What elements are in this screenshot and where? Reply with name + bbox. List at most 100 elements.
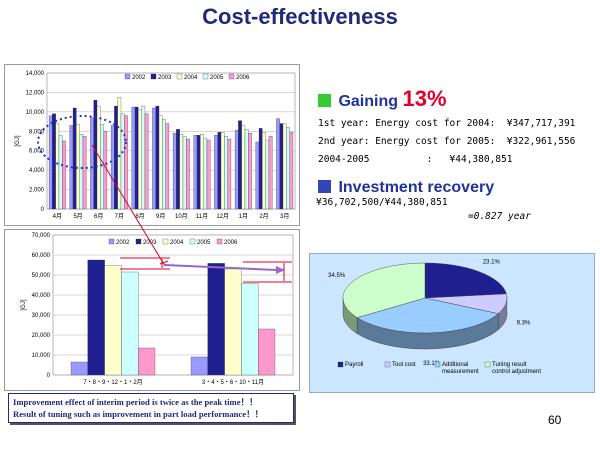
bar-2006 [82, 135, 87, 210]
legend-label: 2006 [236, 75, 250, 81]
bar-2004 [200, 134, 204, 210]
y-axis-label: [GJ] [21, 299, 27, 310]
x-tick-label: 10月 [175, 213, 188, 220]
bar-2005 [162, 119, 166, 210]
y-tick-label: 20,000 [32, 333, 51, 339]
pie-value-label: 34.5% [328, 273, 346, 279]
bar-2003 [207, 263, 225, 376]
x-tick-label: 4月 [53, 213, 62, 220]
bar-2005 [286, 127, 290, 210]
bar-2003 [279, 123, 284, 210]
x-tick-label: 7・8・9・12・1・2月 [83, 379, 142, 386]
bar-2006 [289, 132, 294, 210]
y-tick-label: 0 [47, 373, 51, 379]
x-tick-label: 7月 [115, 213, 124, 220]
investment-heading: Investment recovery [318, 179, 494, 197]
legend-swatch [202, 73, 209, 80]
gaining-value: 13% [402, 86, 447, 111]
bar-2006 [268, 135, 273, 210]
page-number: 60 [548, 413, 562, 427]
x-tick-label: 11月 [196, 213, 208, 220]
monthly-energy-chart-svg: 0 2,000 4,000 6,000 8,000 10,000 12,000 14,000 [… [15, 71, 296, 220]
y-tick-label: 4,000 [29, 168, 45, 174]
bar-2004 [282, 123, 287, 210]
x-tick-label: 9月 [156, 213, 165, 220]
y-tick-label: 10,000 [26, 110, 45, 116]
legend-swatch [150, 73, 157, 80]
y-tick-label: 2,000 [29, 188, 45, 194]
bar-2005 [141, 105, 146, 210]
bar-2003 [258, 128, 263, 210]
bar-2006 [186, 138, 190, 210]
pie-legend-swatch [484, 361, 491, 368]
pie-legend-label: Tool cost [392, 362, 416, 368]
bar-2005 [182, 135, 187, 210]
legend-swatch [162, 238, 169, 245]
y-tick-label: 60,000 [32, 253, 51, 259]
bar-2003 [196, 135, 201, 210]
bar-2004 [179, 134, 184, 210]
legend-label: 2004 [184, 75, 198, 81]
pie-slice-3 [342, 262, 426, 318]
bar-2002 [70, 361, 88, 376]
x-tick-label: 6月 [94, 213, 103, 220]
investment-formula: ¥36,702,500/¥44,380,851 [316, 197, 448, 208]
y-tick-label: 40,000 [32, 293, 51, 299]
x-tick-label: 5月 [73, 213, 82, 220]
pie-legend-swatch [434, 361, 441, 368]
bar-2002 [48, 115, 53, 210]
legend-label: 2002 [132, 75, 146, 81]
bar-2002 [69, 125, 74, 210]
investment-result: =0.827 year [468, 211, 531, 222]
bar-2006 [165, 123, 170, 210]
pie-legend-swatch [337, 361, 344, 368]
bar-2004 [76, 124, 80, 210]
bar-2005 [58, 135, 63, 210]
gaining-line-1: 1st year: Energy cost for 2004: ¥347,717… [318, 118, 576, 129]
gaining-label: Gaining [338, 93, 399, 110]
legend-swatch [216, 238, 223, 245]
cost-breakdown-pie-svg: 23.1% 9.3% 33.1% 34.5% Payroll Tool cost Addit… [328, 259, 541, 375]
page-title: Cost-effectiveness [202, 4, 398, 29]
y-tick-label: 30,000 [32, 313, 51, 319]
bar-2006 [124, 115, 128, 210]
x-tick-label: 12月 [216, 213, 229, 220]
gaining-line-3: 2004-2005 : ¥44,380,851 [318, 154, 513, 165]
legend-label: 2003 [158, 75, 172, 81]
seasonal-energy-chart-svg: 0 10,000 20,000 30,000 40,000 50,000 60,000 70,… [21, 233, 294, 386]
investment-label: Investment recovery [338, 179, 495, 196]
bar-2005 [241, 283, 259, 376]
legend-swatch [124, 73, 131, 80]
y-tick-label: 50,000 [32, 273, 51, 279]
y-tick-label: 10,000 [32, 353, 51, 359]
monthly-energy-chart: 0 2,000 4,000 6,000 8,000 10,000 12,000 14,000 [… [4, 64, 300, 226]
pie-legend-label: control adjustment [492, 369, 541, 375]
bar-2002 [276, 118, 280, 210]
gaining-heading: Gaining 13% [318, 86, 447, 112]
bar-2005 [203, 137, 208, 210]
legend-label: 2005 [197, 240, 211, 246]
legend-swatch [108, 238, 115, 245]
bar-2006 [144, 113, 149, 210]
seasonal-energy-chart: 0 10,000 20,000 30,000 40,000 50,000 60,000 70,… [4, 229, 300, 391]
bar-2003 [72, 107, 77, 210]
bar-2002 [255, 141, 260, 210]
bar-2005 [79, 134, 84, 210]
bar-2005 [120, 113, 125, 210]
y-tick-label: 12,000 [26, 90, 45, 96]
pie-legend-swatch [384, 361, 391, 368]
bar-2005 [100, 124, 104, 210]
bar-2002 [193, 135, 198, 210]
bar-2004 [241, 125, 246, 210]
bar-2002 [214, 135, 218, 210]
bar-2002 [110, 125, 115, 210]
bar-2006 [62, 140, 66, 210]
legend-swatch [228, 73, 235, 80]
y-tick-label: 14,000 [26, 71, 45, 77]
bar-2002 [234, 130, 239, 210]
bar-2004 [220, 132, 225, 210]
bar-2003 [238, 120, 242, 210]
x-tick-label: 2月 [259, 213, 268, 220]
improvement-note: Improvement effect of interim period is … [8, 393, 294, 423]
bar-2004 [158, 115, 163, 210]
